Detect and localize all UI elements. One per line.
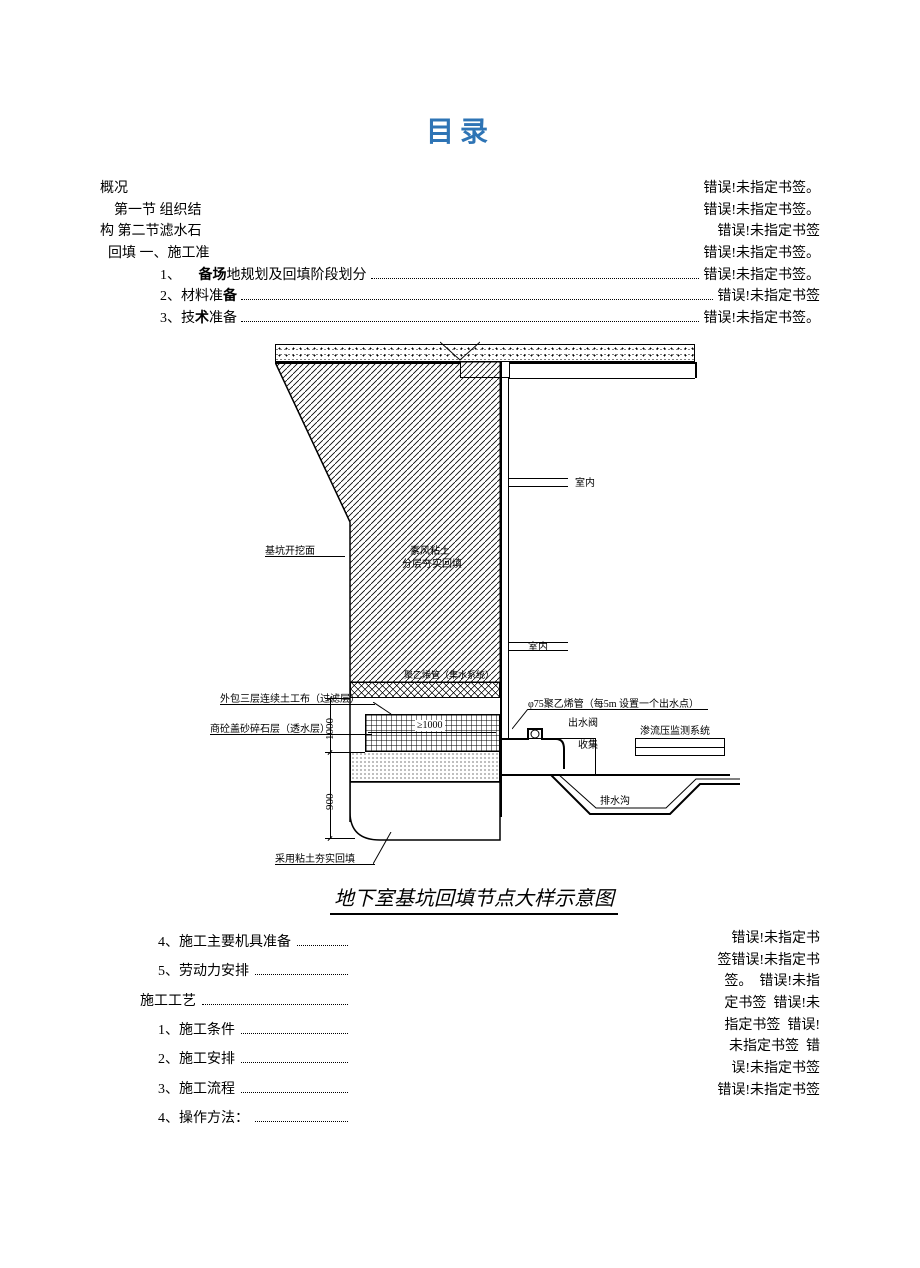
toc-dots [241,299,713,300]
label-shenliu: 渗流压监测系统 [640,722,710,737]
toc-row: 2、材料准备 错误!未指定书签 [100,286,820,308]
toc-label: 3、施工流程 [158,1075,235,1104]
floor-1a [508,478,568,479]
toc-rest: 准备 [209,311,237,326]
slab-top [508,378,695,379]
toc-err: 错误!未指定书签 [717,286,820,308]
toc-err: 错误!未指定书签 [717,221,820,243]
toc-row: 2、施工安排 [158,1045,350,1074]
toc-num: 2、材料准 [160,289,223,304]
filter-dots [350,752,500,782]
toc-label: 1、施工条件 [158,1016,235,1045]
toc-dots [241,1062,348,1063]
toc-bold: 备场 [199,268,227,283]
toc-num: 3、技 [160,311,195,326]
label-phi75: φ75聚乙烯管（每5m 设置一个出水点） [528,695,699,710]
toc-num: 1、 [160,268,181,283]
label-caiyong: 采用粘土夯实回填 [275,850,355,865]
toc-label: 2、材料准备 [160,286,237,308]
toc-row: 概况 错误!未指定书签。 [100,178,820,200]
drain-channel-icon [550,774,740,829]
toc-row: 1、施工条件 [158,1016,350,1045]
toc-label: 4、操作方法： [158,1104,249,1133]
toc-dots [371,278,700,279]
toc-label: 第一节 组织结 [114,200,202,222]
toc-row: 构 第二节滤水石 错误!未指定书签 [100,221,820,243]
toc-err: 错误!未指定书签。 [703,178,820,200]
toc-dots [241,321,699,322]
toc-after-right: 错误!未指定书 签错误!未指定书 签。 错误!未指 定书签 错误!未 指定书签 … [350,928,820,1134]
ground-symbol-icon [440,336,480,362]
leader-jikeng [265,556,345,557]
toc-dots [202,1004,348,1005]
toc-err: 错误!未指定书签。 [703,200,820,222]
toc-top: 概况 错误!未指定书签。 第一节 组织结 错误!未指定书签。 构 第二节滤水石 … [100,178,820,330]
toc-label: 概况 [100,178,128,200]
leader-phi75 [528,709,708,710]
toc-label: 2、施工安排 [158,1045,235,1074]
toc-label: 构 第二节滤水石 [100,221,202,243]
toc-err: 错误!未指定书签。 [703,308,820,330]
toc-row: 5、劳动力安排 [158,957,350,986]
toc-label: 3、技术准备 [160,308,237,330]
page: 目录 概况 错误!未指定书签。 第一节 组织结 错误!未指定书签。 构 第二节滤… [0,0,920,1174]
toc-label: 1、 备场地规划及回填阶段划分 [160,265,367,287]
toc-row: 3、施工流程 [158,1075,350,1104]
toc-dots [297,945,348,946]
soil-strip [275,344,695,362]
toc-dots [255,974,348,975]
toc-label: 4、施工主要机具准备 [158,928,291,957]
label-paishuigou: 排水沟 [600,792,630,807]
pipe-layer [350,682,500,698]
leader-waibao [220,704,375,705]
toc-label: 施工工艺 [140,987,196,1016]
toc-err: 错误!未指定书签。 [703,265,820,287]
toc-label: 回填 一、施工准 [108,243,210,265]
toc-bold: 备 [223,289,237,304]
toc-row: 1、 备场地规划及回填阶段划分 错误!未指定书签。 [100,265,820,287]
leader-caiyong [275,864,375,865]
diagram: 室内 室内 基坑开挖面 素风粘土 分层夯实回填 聚乙烯管（集水系统） 外包三层连… [180,342,740,922]
dim-ge1000 [368,732,496,733]
toc-row: 回填 一、施工准 错误!未指定书签。 [100,243,820,265]
dim-1000: 1000 [324,718,336,740]
label-jikeng: 基坑开挖面 [265,542,315,557]
toc-bold: 术 [195,311,209,326]
label-shinei1: 室内 [575,474,595,489]
toc-after-left: 4、施工主要机具准备 5、劳动力安排 施工工艺 1、施工条件 2、施工安排 3、… [100,928,350,1134]
label-chushuifa: 出水阀 [568,714,598,729]
arrow-phi75-icon [512,709,530,731]
toc-row: 3、技术准备 错误!未指定书签。 [100,308,820,330]
label-sufentu2: 分层夯实回填 [402,555,462,570]
toc-row: 4、施工主要机具准备 [158,928,350,957]
label-shinei2: 室内 [528,638,548,653]
label-ge1000: ≥1000 [415,720,445,731]
dim-900: 900 [324,793,336,810]
backfill-hatch-svg [275,362,510,682]
toc-row: 第一节 组织结 错误!未指定书签。 [100,200,820,222]
toc-dots [241,1092,348,1093]
edge-v [695,362,697,378]
outlet-pipe-icon [498,727,618,782]
arrow-caiyong-icon [373,832,393,864]
label-juyixi: 聚乙烯管（集水系统） [404,668,494,681]
floor-1b [508,486,568,487]
toc-label: 5、劳动力安排 [158,957,249,986]
toc-row: 4、操作方法： [158,1104,350,1133]
monitor-mid [635,747,725,748]
label-shangzhi: 商砼盖砂碎石层（透水层） [210,720,330,735]
toc-dots [255,1121,348,1122]
leader-shangzhi [210,734,372,735]
toc-after: 4、施工主要机具准备 5、劳动力安排 施工工艺 1、施工条件 2、施工安排 3、… [100,928,820,1134]
toc-dots [241,1033,348,1034]
doc-title: 目录 [100,110,820,150]
toc-rest: 地规划及回填阶段划分 [227,268,367,283]
label-shouji: 收集 [578,736,598,751]
toc-row: 施工工艺 [140,987,350,1016]
toc-err: 错误!未指定书签。 [703,243,820,265]
diagram-caption: 地下室基坑回填节点大样示意图 [330,882,618,915]
